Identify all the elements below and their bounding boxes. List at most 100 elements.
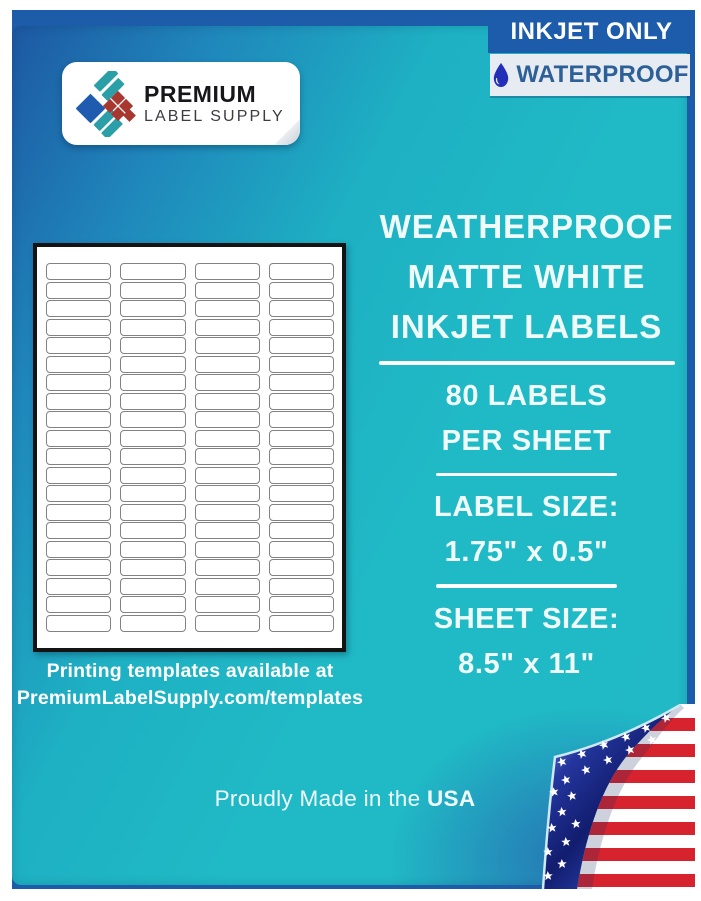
label-cell <box>268 522 334 540</box>
labels-per-sheet-line1: 80 LABELS <box>445 379 608 412</box>
templates-note-line1: Printing templates available at <box>46 660 334 682</box>
label-cell <box>268 263 334 281</box>
label-cell <box>120 392 186 410</box>
label-cell <box>268 374 334 392</box>
product-info-column: WEATHERPROOF MATTE WHITE INKJET LABELS 8… <box>370 202 683 691</box>
label-cell <box>268 559 334 577</box>
label-cell <box>46 318 112 336</box>
label-cell <box>268 355 334 373</box>
divider <box>436 584 617 588</box>
label-cell <box>120 411 186 429</box>
sheet-size-spec: SHEET SIZE: 8.5" x 11" <box>370 597 683 687</box>
label-cell <box>46 300 112 318</box>
label-cell <box>46 355 112 373</box>
label-cell <box>194 337 260 355</box>
label-cell <box>46 263 112 281</box>
waterproof-badge: WATERPROOF <box>490 54 690 96</box>
label-cell <box>194 466 260 484</box>
label-cell <box>120 263 186 281</box>
brand-name-line2: LABEL SUPPLY <box>144 108 285 125</box>
label-cell <box>120 540 186 558</box>
diamond-mosaic-logo-icon <box>76 71 136 137</box>
label-cell <box>194 355 260 373</box>
labels-per-sheet: 80 LABELS PER SHEET <box>370 374 683 464</box>
label-size-title: LABEL SIZE: <box>434 491 619 523</box>
label-cell <box>120 466 186 484</box>
product-title-line1: WEATHERPROOF <box>379 208 674 245</box>
label-cell <box>268 429 334 447</box>
waterproof-badge-label: WATERPROOF <box>516 61 689 88</box>
label-cell <box>194 448 260 466</box>
label-cell <box>120 448 186 466</box>
label-cell <box>46 392 112 410</box>
label-cell <box>194 559 260 577</box>
label-cell <box>268 540 334 558</box>
label-cell <box>194 522 260 540</box>
label-cell <box>194 577 260 595</box>
usa-flag-page-curl-icon <box>541 704 695 889</box>
label-cell <box>46 614 112 632</box>
inkjet-only-badge-label: INKJET ONLY <box>510 17 673 45</box>
label-cell <box>120 337 186 355</box>
label-size-value: 1.75" x 0.5" <box>444 536 609 568</box>
label-cell <box>194 485 260 503</box>
label-cell <box>120 355 186 373</box>
label-cell <box>268 392 334 410</box>
sheet-size-title: SHEET SIZE: <box>433 602 620 635</box>
label-cell <box>120 559 186 577</box>
label-sheet-grid <box>46 263 334 632</box>
label-cell <box>46 596 112 614</box>
labels-per-sheet-line2: PER SHEET <box>441 424 612 457</box>
label-cell <box>120 318 186 336</box>
label-cell <box>268 318 334 336</box>
label-cell <box>120 374 186 392</box>
label-cell <box>268 485 334 503</box>
label-cell <box>268 614 334 632</box>
made-in-country: USA <box>426 786 476 811</box>
label-cell <box>46 485 112 503</box>
label-cell <box>46 411 112 429</box>
label-cell <box>194 503 260 521</box>
made-in-prefix: Proudly Made in the <box>214 786 421 811</box>
label-cell <box>194 263 260 281</box>
label-cell <box>194 540 260 558</box>
label-cell <box>46 337 112 355</box>
product-title-line3: INKJET LABELS <box>390 308 663 345</box>
label-cell <box>194 374 260 392</box>
label-cell <box>194 281 260 299</box>
label-cell <box>46 429 112 447</box>
label-cell <box>46 374 112 392</box>
label-cell <box>46 503 112 521</box>
made-in-usa-text: Proudly Made in the USA <box>70 786 620 812</box>
label-cell <box>194 318 260 336</box>
water-droplet-icon <box>494 62 509 87</box>
label-cell <box>120 577 186 595</box>
label-cell <box>120 485 186 503</box>
label-cell <box>46 577 112 595</box>
label-cell <box>268 300 334 318</box>
sheet-size-value: 8.5" x 11" <box>458 647 595 680</box>
label-cell <box>46 466 112 484</box>
label-cell <box>120 281 186 299</box>
label-cell <box>194 411 260 429</box>
brand-name-line1: PREMIUM <box>144 81 257 107</box>
label-cell <box>46 281 112 299</box>
label-cell <box>120 522 186 540</box>
label-cell <box>268 411 334 429</box>
label-cell <box>268 281 334 299</box>
label-cell <box>46 522 112 540</box>
brand-logo-sticker: PREMIUM LABEL SUPPLY <box>62 62 300 145</box>
label-cell <box>194 614 260 632</box>
templates-note: Printing templates available at PremiumL… <box>15 658 365 712</box>
label-cell <box>120 596 186 614</box>
label-cell <box>120 503 186 521</box>
label-cell <box>194 392 260 410</box>
label-cell <box>120 429 186 447</box>
label-cell <box>120 300 186 318</box>
inkjet-only-badge: INKJET ONLY <box>488 10 695 53</box>
divider <box>378 361 675 365</box>
label-cell <box>46 540 112 558</box>
label-cell <box>46 448 112 466</box>
label-sheet-preview <box>33 243 346 652</box>
